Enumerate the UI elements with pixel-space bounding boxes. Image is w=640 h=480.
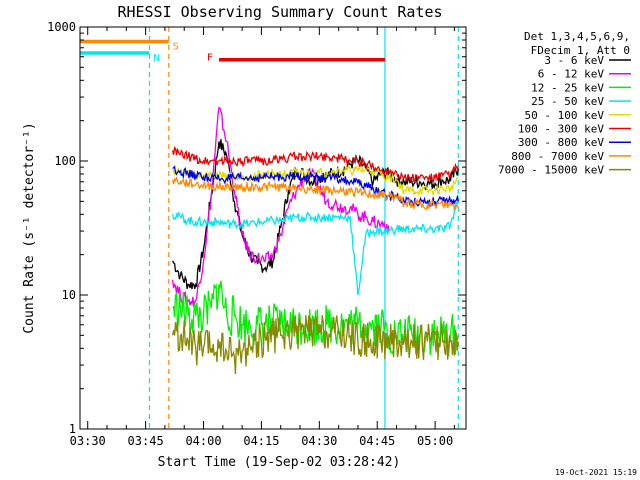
legend-label: 12 - 25 keV bbox=[531, 81, 604, 94]
legend-header: Det 1,3,4,5,6,9, bbox=[524, 30, 630, 43]
series-line-2 bbox=[171, 106, 390, 308]
y-tick-label: 100 bbox=[54, 154, 76, 168]
x-axis-label: Start Time (19-Sep-02 03:28:42) bbox=[158, 455, 401, 470]
series-line-5 bbox=[172, 164, 459, 197]
legend-label: 7000 - 15000 keV bbox=[498, 164, 604, 177]
x-tick-label: 03:30 bbox=[70, 434, 106, 448]
legend-label: 50 - 100 keV bbox=[525, 109, 605, 122]
x-tick-label: 04:00 bbox=[185, 434, 221, 448]
y-axis-label: Count Rate (s⁻¹ detector⁻¹) bbox=[22, 122, 37, 333]
flag-label-f: F bbox=[207, 53, 213, 64]
flag-label-s: S bbox=[173, 41, 179, 52]
axes-layer: 1 10 100 1000 03:30 03:45 04:00 04:15 04:30 04:45… bbox=[47, 20, 466, 448]
series-line-8 bbox=[171, 176, 459, 211]
x-tick-label: 04:15 bbox=[243, 434, 279, 448]
footer-timestamp: 19-Oct-2021 15:19 bbox=[555, 468, 637, 477]
data-layer: S N F bbox=[80, 27, 459, 429]
series-line-7 bbox=[172, 165, 459, 208]
series-line-6 bbox=[171, 146, 459, 184]
x-tick-label: 04:30 bbox=[301, 434, 337, 448]
legend-label: 800 - 7000 keV bbox=[511, 150, 604, 163]
legend-label: 25 - 50 keV bbox=[531, 95, 604, 108]
legend-label: 3 - 6 keV bbox=[544, 54, 604, 67]
x-tick-label: 04:45 bbox=[359, 434, 395, 448]
chart-title: RHESSI Observing Summary Count Rates bbox=[117, 3, 442, 21]
y-tick-label: 1000 bbox=[47, 20, 76, 34]
series-line-3 bbox=[172, 280, 459, 357]
x-tick-label: 03:45 bbox=[128, 434, 164, 448]
legend: Det 1,3,4,5,6,9,FDecim 1, Att 03 - 6 keV… bbox=[498, 30, 631, 177]
y-tick-label: 10 bbox=[62, 288, 76, 302]
legend-header: FDecim 1, Att 0 bbox=[531, 44, 630, 57]
legend-label: 300 - 800 keV bbox=[518, 136, 604, 149]
series-line-4 bbox=[171, 195, 459, 296]
x-tick-label: 05:00 bbox=[417, 434, 453, 448]
plot-frame bbox=[79, 26, 467, 430]
legend-label: 6 - 12 keV bbox=[538, 68, 605, 81]
series-line-9 bbox=[171, 315, 459, 375]
flag-label-n: N bbox=[153, 53, 159, 64]
y-tick-label: 1 bbox=[69, 422, 76, 436]
legend-label: 100 - 300 keV bbox=[518, 123, 604, 136]
